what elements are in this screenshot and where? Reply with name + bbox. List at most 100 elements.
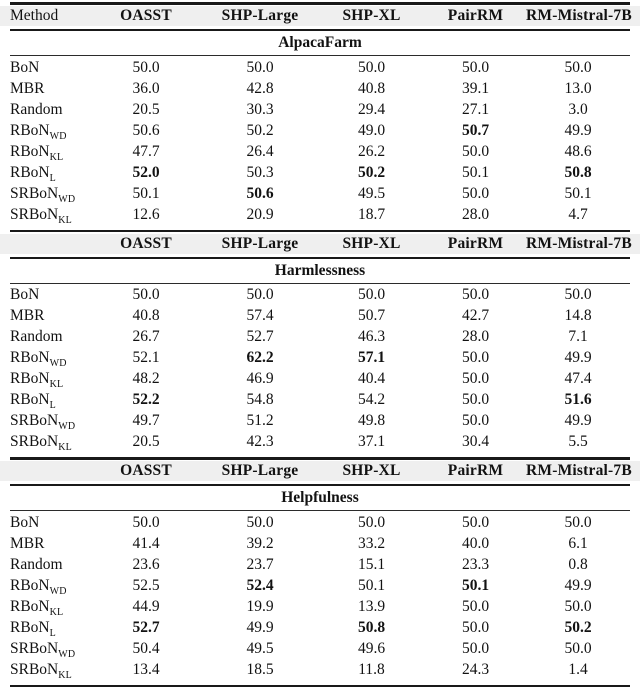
value-cell: 0.8 <box>526 556 630 574</box>
method-subscript: KL <box>58 442 72 453</box>
section-title-helpfulness: Helpfulness <box>0 486 640 510</box>
column-header-shp-large: SHP-Large <box>202 7 318 25</box>
value-cell: 50.6 <box>90 122 202 140</box>
method-cell: RBoNL <box>10 619 90 637</box>
column-header-oasst: OASST <box>90 462 202 480</box>
value-cell: 50.0 <box>425 143 526 161</box>
method-subscript: KL <box>50 607 64 618</box>
value-cell: 50.0 <box>425 185 526 203</box>
column-header-shp-xl: SHP-XL <box>318 7 425 25</box>
value-cell: 57.1 <box>318 349 425 367</box>
method-cell: SRBoNWD <box>10 412 90 430</box>
column-header-rm-mistral-7b: RM-Mistral-7B <box>526 462 630 480</box>
method-name: Random <box>10 328 63 345</box>
method-cell: RBoNWD <box>10 349 90 367</box>
table-rule <box>10 230 630 233</box>
value-cell: 50.0 <box>90 286 202 304</box>
value-cell: 57.4 <box>202 307 318 325</box>
method-name: SRBoN <box>10 412 58 429</box>
method-subscript: WD <box>50 358 67 369</box>
value-cell: 54.8 <box>202 391 318 409</box>
value-cell: 50.0 <box>425 391 526 409</box>
value-cell: 12.6 <box>90 206 202 224</box>
value-cell: 62.2 <box>202 349 318 367</box>
method-cell: RBoNWD <box>10 122 90 140</box>
method-cell: RBoNL <box>10 164 90 182</box>
method-name: SRBoN <box>10 640 58 657</box>
value-cell: 47.4 <box>526 370 630 388</box>
value-cell: 3.0 <box>526 101 630 119</box>
value-cell: 20.5 <box>90 101 202 119</box>
method-name: SRBoN <box>10 206 58 223</box>
value-cell: 27.1 <box>425 101 526 119</box>
value-cell: 50.3 <box>202 164 318 182</box>
value-cell: 50.0 <box>425 514 526 532</box>
value-cell: 30.4 <box>425 433 526 451</box>
value-cell: 50.0 <box>202 59 318 77</box>
value-cell: 14.8 <box>526 307 630 325</box>
value-cell: 20.5 <box>90 433 202 451</box>
value-cell: 49.8 <box>318 412 425 430</box>
method-cell: RBoNKL <box>10 598 90 616</box>
value-cell: 50.0 <box>526 59 630 77</box>
method-name: SRBoN <box>10 661 58 678</box>
method-name: BoN <box>10 286 39 303</box>
value-cell: 39.2 <box>202 535 318 553</box>
value-cell: 50.0 <box>425 640 526 658</box>
value-cell: 50.8 <box>526 164 630 182</box>
value-cell: 50.1 <box>90 185 202 203</box>
value-cell: 26.7 <box>90 328 202 346</box>
method-subscript: KL <box>58 670 72 681</box>
value-cell: 15.1 <box>318 556 425 574</box>
method-name: Random <box>10 101 63 118</box>
method-cell: BoN <box>10 286 90 304</box>
value-cell: 50.0 <box>526 598 630 616</box>
value-cell: 50.0 <box>425 286 526 304</box>
value-cell: 29.4 <box>318 101 425 119</box>
method-name: MBR <box>10 80 44 97</box>
value-cell: 52.4 <box>202 577 318 595</box>
value-cell: 40.8 <box>90 307 202 325</box>
column-header-pairrm: PairRM <box>425 462 526 480</box>
value-cell: 42.7 <box>425 307 526 325</box>
method-subscript: L <box>50 628 56 639</box>
method-name: RBoN <box>10 598 50 615</box>
value-cell: 48.6 <box>526 143 630 161</box>
method-cell: SRBoNWD <box>10 185 90 203</box>
value-cell: 39.1 <box>425 80 526 98</box>
value-cell: 50.0 <box>425 598 526 616</box>
method-name: RBoN <box>10 164 50 181</box>
method-name: BoN <box>10 514 39 531</box>
value-cell: 49.9 <box>202 619 318 637</box>
value-cell: 40.0 <box>425 535 526 553</box>
method-cell: SRBoNKL <box>10 433 90 451</box>
value-cell: 36.0 <box>90 80 202 98</box>
value-cell: 52.2 <box>90 391 202 409</box>
value-cell: 33.2 <box>318 535 425 553</box>
value-cell: 52.7 <box>202 328 318 346</box>
column-header-oasst: OASST <box>90 235 202 253</box>
value-cell: 47.7 <box>90 143 202 161</box>
method-subscript: KL <box>50 379 64 390</box>
value-cell: 50.2 <box>202 122 318 140</box>
value-cell: 49.6 <box>318 640 425 658</box>
method-name: RBoN <box>10 349 50 366</box>
value-cell: 50.4 <box>90 640 202 658</box>
value-cell: 50.0 <box>425 619 526 637</box>
column-header-rm-mistral-7b: RM-Mistral-7B <box>526 235 630 253</box>
